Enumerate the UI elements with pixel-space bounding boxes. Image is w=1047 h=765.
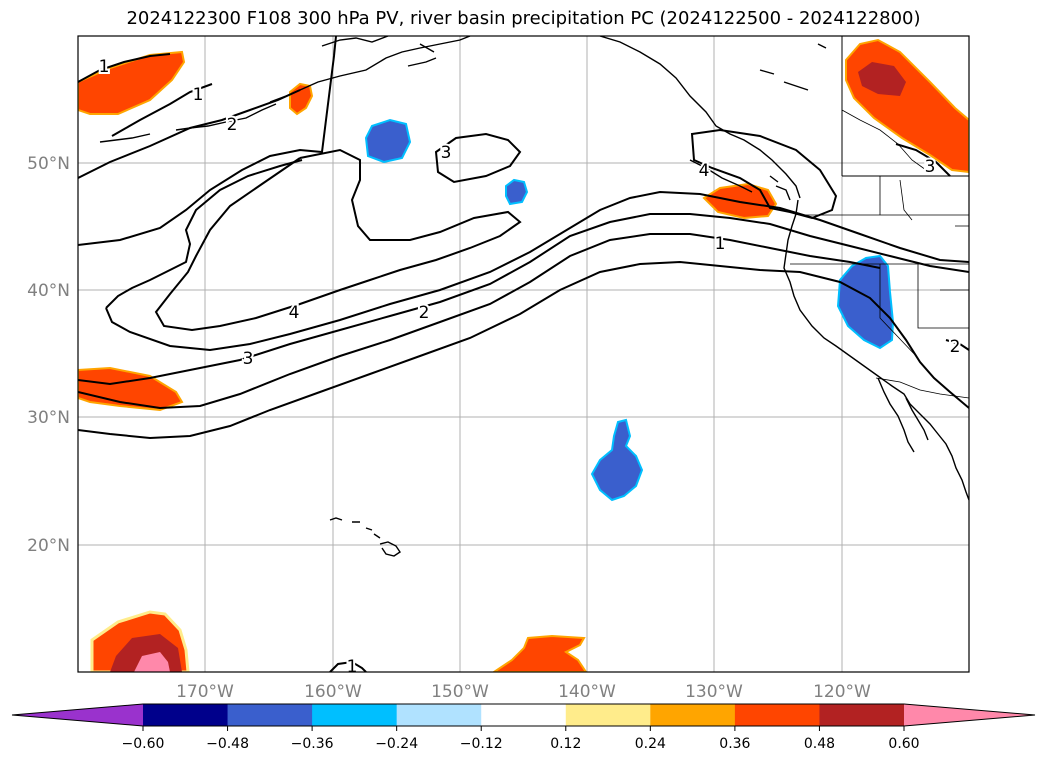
- lon-label-120w: 120°W: [813, 682, 871, 702]
- contour-label: 3: [925, 157, 936, 177]
- lon-label-170w: 170°W: [176, 682, 234, 702]
- colorbar-tick-label: −0.24: [375, 736, 418, 752]
- colorbar-tick-label: −0.48: [206, 736, 249, 752]
- colorbar-segment: [650, 704, 736, 726]
- pv-contour-3-closed: [434, 132, 522, 184]
- us-west-coast: [783, 199, 969, 501]
- lon-label-150w: 150°W: [431, 682, 489, 702]
- contour-label: 1: [347, 657, 358, 677]
- colorbar: −0.60 −0.48 −0.36 −0.24 −0.12 0.12 0.24 0.36 0.4…: [11, 703, 1036, 752]
- hawaiian-islands: [329, 517, 401, 557]
- contour-label: 1: [193, 85, 204, 105]
- alaska-peninsula: [321, 36, 437, 67]
- state-border-wa-id: [879, 176, 913, 221]
- colorbar-over-extension: [904, 704, 1035, 726]
- pv-contour-1-northwest: [78, 53, 171, 83]
- contour-label: 3: [243, 349, 254, 369]
- pv-contour-3-outer: [105, 159, 303, 309]
- pv-contour-se-2: [945, 339, 969, 351]
- state-border-nv: [879, 264, 919, 359]
- map-frame: [77, 35, 970, 673]
- colorbar-tick-label: 0.36: [719, 736, 750, 752]
- pc-area-neg-small: [505, 178, 529, 206]
- pc-area-inset-core: [858, 62, 906, 96]
- pv-contour-4-trough: [154, 148, 522, 332]
- us-mexico-border: [875, 377, 969, 399]
- pv-contour-outer-ridge: [78, 36, 337, 246]
- state-border-east: [917, 225, 969, 329]
- colorbar-segment: [481, 704, 567, 726]
- pv-contours: [78, 36, 969, 672]
- colorbar-tick-label: −0.36: [291, 736, 334, 752]
- contour-label: 2: [227, 115, 238, 135]
- colorbar-tick-label: −0.60: [122, 736, 165, 752]
- colorbar-segment: [734, 704, 820, 726]
- pv-contour-jet-2: [78, 233, 881, 410]
- colorbar-tick-label: 0.48: [804, 736, 835, 752]
- lon-label-140w: 140°W: [558, 682, 616, 702]
- map-axes: [78, 36, 969, 672]
- bc-islands: [689, 159, 791, 201]
- colorbar-tick-label: 0.24: [635, 736, 666, 752]
- pv-contour-2-northern: [78, 89, 301, 179]
- colorbar-tick-label: 0.12: [550, 736, 581, 752]
- contour-label: 4: [699, 161, 710, 181]
- colorbar-tick-label: 0.60: [888, 736, 919, 752]
- lat-label-40n: 40°N: [27, 281, 70, 301]
- pc-area-west-30n: [78, 366, 184, 412]
- pc-area-south-central: [492, 634, 588, 672]
- positive-pc-areas: [78, 38, 969, 672]
- contour-label: 1: [715, 234, 726, 254]
- contour-label: 2: [950, 337, 961, 357]
- contour-labels: 1 1 2 3 4 2 3 4 1 2 3 1: [97, 55, 963, 677]
- lat-label-50n: 50°N: [27, 154, 70, 174]
- lon-label-160w: 160°W: [304, 682, 362, 702]
- russia-coast: [759, 43, 827, 91]
- lat-label-30n: 30°N: [27, 408, 70, 428]
- pv-contour-jet-1: [78, 260, 969, 440]
- pv-contour-inset-3: [895, 143, 951, 177]
- pv-contour-pnw: [690, 128, 838, 220]
- lat-label-20n: 20°N: [27, 536, 70, 556]
- colorbar-segment: [396, 704, 482, 726]
- latitude-labels: 50°N 40°N 30°N 20°N: [27, 154, 70, 556]
- colorbar-segment: [227, 704, 313, 726]
- baja-peninsula: [877, 377, 929, 453]
- lon-label-130w: 130°W: [685, 682, 743, 702]
- gridlines: [78, 36, 969, 672]
- pv-contour-southern-1: [329, 660, 367, 672]
- colorbar-segment: [819, 704, 905, 726]
- contour-label: 3: [441, 143, 452, 163]
- colorbar-segment: [312, 704, 398, 726]
- colorbar-segment: [565, 704, 651, 726]
- colorbar-segment: [143, 704, 229, 726]
- pc-area-neg-north: [364, 118, 412, 164]
- map-title: 2024122300 F108 300 hPa PV, river basin …: [126, 8, 921, 29]
- colorbar-tick-label: −0.12: [460, 736, 503, 752]
- pv-contour-jet-3: [78, 213, 969, 386]
- pv-contour-jet-4: [105, 190, 969, 352]
- contour-label: 4: [289, 303, 300, 323]
- southeast-alaska-coast: [599, 36, 801, 199]
- canada-internal-border: [841, 109, 927, 171]
- negative-pc-areas: [364, 118, 895, 502]
- inset-box: [841, 36, 969, 177]
- longitude-labels: 170°W 160°W 150°W 140°W 130°W 120°W: [176, 682, 871, 702]
- contour-label: 2: [419, 303, 430, 323]
- pv-contour-1-west: [111, 83, 213, 137]
- contour-label: 1: [99, 57, 110, 77]
- colorbar-under-extension: [12, 704, 143, 726]
- pc-area-neg-subtropical: [590, 418, 644, 502]
- pc-area-southwest-max: [134, 652, 170, 672]
